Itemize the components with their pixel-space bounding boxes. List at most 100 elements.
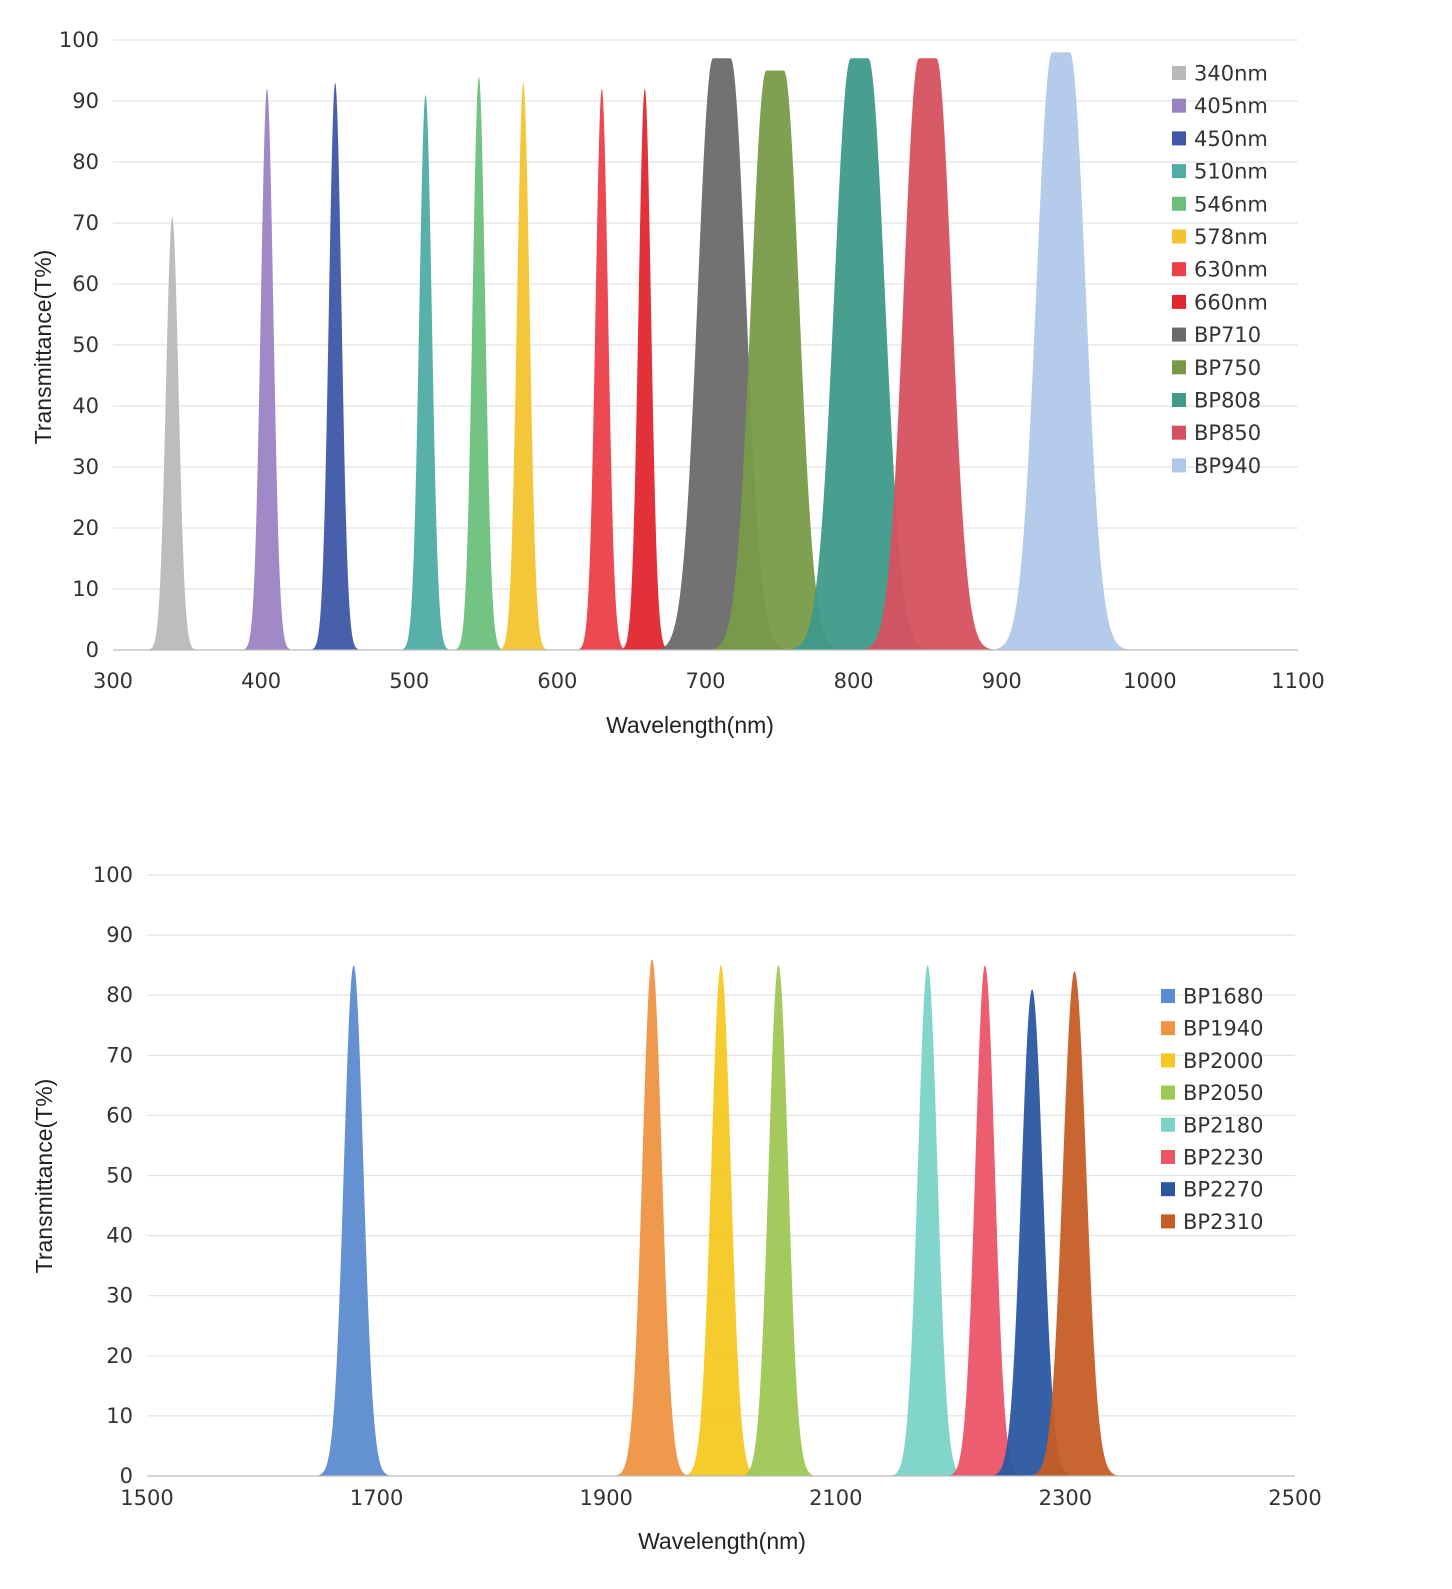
series-area-bp2180 — [886, 965, 969, 1476]
x-tick-labels: 300 400 500 600 700 800 900 1000 1100 — [93, 669, 1325, 693]
y-tick-label: 90 — [106, 923, 133, 947]
legend-swatch — [1161, 1150, 1175, 1164]
legend-swatch — [1172, 229, 1186, 244]
series-area-630nm — [575, 88, 629, 651]
x-tick-label: 400 — [241, 669, 281, 693]
series-area-bp2000 — [680, 965, 762, 1476]
legend-label: 660nm — [1194, 290, 1268, 314]
legend-label: BP750 — [1194, 356, 1261, 380]
x-tick-label: 700 — [685, 669, 725, 693]
legend-swatch — [1161, 1085, 1175, 1100]
x-tick-label: 2300 — [1039, 1486, 1092, 1510]
y-tick-label: 90 — [72, 89, 99, 113]
legend-item-660nm: 660nm — [1172, 290, 1268, 314]
y-tick-label: 20 — [106, 1344, 133, 1368]
y-tick-label: 0 — [120, 1464, 133, 1488]
legend-item-bp1940: BP1940 — [1161, 1017, 1264, 1041]
legend-label: BP2050 — [1183, 1081, 1264, 1105]
x-tick-label: 2100 — [809, 1486, 862, 1510]
legend-swatch — [1172, 196, 1186, 211]
y-tick-label: 50 — [72, 333, 99, 357]
legend-item-bp2000: BP2000 — [1161, 1049, 1264, 1073]
series-areas — [312, 959, 1124, 1476]
legend-swatch — [1172, 393, 1186, 407]
series-area-bp2310 — [1025, 971, 1124, 1476]
legend: 340nm 405nm 450nm 510nm 546nm 578nm 630nm 660nm… — [1172, 62, 1268, 478]
y-tick-label: 10 — [72, 577, 99, 601]
legend-label: BP1940 — [1183, 1017, 1264, 1041]
x-tick-label: 1900 — [579, 1486, 632, 1510]
legend-swatch — [1172, 164, 1186, 179]
legend-item-bp2310: BP2310 — [1161, 1210, 1264, 1234]
y-tick-label: 50 — [106, 1164, 133, 1188]
legend-item-bp850: BP850 — [1172, 421, 1261, 445]
legend-swatch — [1172, 131, 1186, 146]
y-tick-labels: 0 10 20 30 40 50 60 70 80 90 100 — [59, 28, 99, 662]
series-area-bp1940 — [611, 959, 694, 1476]
series-area-510nm — [399, 94, 452, 650]
legend-swatch — [1161, 1117, 1175, 1132]
series-area-bp850 — [855, 58, 1000, 651]
series-area-578nm — [496, 82, 550, 650]
legend-swatch — [1172, 98, 1186, 113]
legend-swatch — [1172, 262, 1186, 277]
legend-label: 546nm — [1194, 192, 1268, 216]
x-tick-label: 800 — [834, 669, 874, 693]
series-area-bp710 — [649, 58, 795, 651]
y-tick-label: 80 — [106, 983, 133, 1007]
legend-swatch — [1161, 1214, 1175, 1229]
legend-swatch — [1172, 360, 1186, 375]
legend-item-bp2050: BP2050 — [1161, 1081, 1264, 1105]
legend-swatch — [1161, 989, 1175, 1003]
series-area-bp2270 — [987, 989, 1078, 1476]
series-area-546nm — [452, 76, 506, 651]
legend-label: BP2230 — [1183, 1146, 1264, 1170]
legend-item-bp750: BP750 — [1172, 356, 1261, 380]
y-tick-label: 70 — [106, 1043, 133, 1067]
series-area-bp2050 — [737, 965, 820, 1476]
series-area-bp1680 — [312, 965, 395, 1476]
legend-item-510nm: 510nm — [1172, 160, 1268, 184]
series-area-bp940 — [986, 52, 1136, 650]
series-area-bp808 — [781, 58, 938, 651]
x-tick-labels: 1500 1700 1900 2100 2300 2500 — [120, 1486, 1321, 1510]
legend-item-bp2230: BP2230 — [1161, 1146, 1264, 1170]
legend-item-bp2270: BP2270 — [1161, 1178, 1264, 1202]
y-tick-label: 10 — [106, 1404, 133, 1428]
legend-swatch — [1172, 327, 1186, 342]
x-tick-label: 1500 — [120, 1486, 173, 1510]
series-area-450nm — [308, 82, 362, 650]
legend-item-450nm: 450nm — [1172, 127, 1268, 151]
legend-label: BP940 — [1194, 454, 1261, 478]
y-tick-label: 30 — [72, 455, 99, 479]
legend-swatch — [1161, 1182, 1175, 1197]
series-area-bp750 — [702, 70, 848, 650]
legend-swatch — [1172, 425, 1186, 440]
y-axis-label: Transmittance(T%) — [31, 1079, 57, 1274]
legend: BP1680 BP1940 BP2000 BP2050 BP2180 BP2230 BP22… — [1161, 985, 1264, 1234]
y-tick-label: 40 — [72, 394, 99, 418]
series-areas — [145, 52, 1136, 651]
y-tick-label: 100 — [93, 863, 133, 887]
x-tick-label: 600 — [537, 669, 577, 693]
x-tick-label: 2500 — [1268, 1486, 1321, 1510]
legend-label: 450nm — [1194, 127, 1268, 151]
legend-label: BP2180 — [1183, 1113, 1264, 1137]
legend-label: BP710 — [1194, 323, 1261, 347]
series-area-660nm — [618, 88, 672, 651]
legend-label: 340nm — [1194, 62, 1268, 86]
x-tick-label: 1700 — [350, 1486, 403, 1510]
legend-label: BP808 — [1194, 389, 1261, 413]
legend-item-bp1680: BP1680 — [1161, 985, 1264, 1009]
legend-label: BP2000 — [1183, 1049, 1264, 1073]
legend-label: 405nm — [1194, 94, 1268, 118]
y-tick-label: 40 — [106, 1224, 133, 1248]
series-area-405nm — [240, 88, 294, 651]
x-tick-label: 900 — [982, 669, 1022, 693]
legend-item-405nm: 405nm — [1172, 94, 1268, 118]
legend-item-340nm: 340nm — [1172, 62, 1268, 86]
x-tick-label: 300 — [93, 669, 133, 693]
y-tick-label: 100 — [59, 28, 99, 52]
legend-item-bp808: BP808 — [1172, 389, 1261, 413]
legend-label: 510nm — [1194, 160, 1268, 184]
